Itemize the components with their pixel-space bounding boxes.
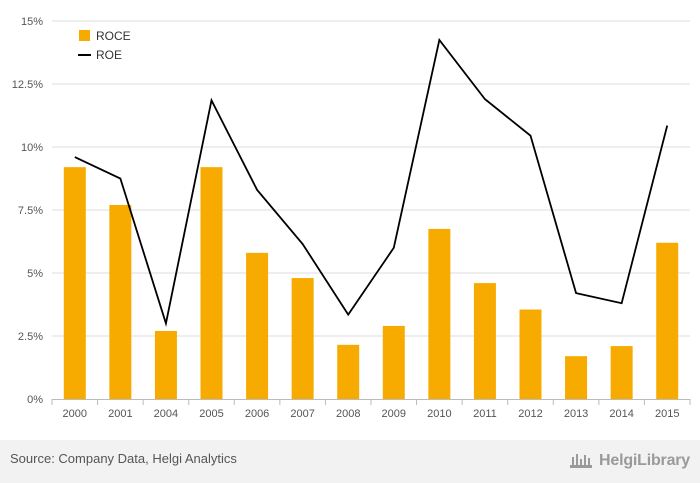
x-tick-label: 2006 bbox=[245, 408, 269, 420]
y-tick-label: 2.5% bbox=[18, 331, 43, 343]
legend-roce-swatch bbox=[79, 30, 90, 41]
x-tick-label: 2000 bbox=[63, 408, 87, 420]
x-tick-label: 2008 bbox=[336, 408, 360, 420]
x-tick-label: 2013 bbox=[564, 408, 588, 420]
legend-roe-label: ROE bbox=[96, 48, 122, 62]
roce-bar bbox=[382, 325, 405, 399]
x-tick-label: 2012 bbox=[518, 408, 542, 420]
y-tick-label: 12.5% bbox=[12, 79, 43, 91]
helgi-library-logo-icon bbox=[570, 454, 593, 468]
y-tick-label: 15% bbox=[21, 16, 43, 28]
legend-roce-label: ROCE bbox=[96, 29, 131, 43]
x-tick-label: 2015 bbox=[655, 408, 679, 420]
roce-bar bbox=[154, 330, 177, 399]
footer: Source: Company Data, Helgi Analytics He… bbox=[0, 440, 700, 483]
roce-bar bbox=[610, 346, 633, 399]
roce-bar bbox=[428, 228, 451, 399]
x-tick-label: 2005 bbox=[199, 408, 223, 420]
y-tick-label: 0% bbox=[27, 394, 43, 406]
x-tick-label: 2011 bbox=[473, 408, 497, 420]
x-tick-label: 2004 bbox=[154, 408, 178, 420]
roce-bar bbox=[63, 167, 86, 399]
roce-bars bbox=[63, 167, 679, 399]
y-tick-label: 5% bbox=[27, 268, 43, 280]
roce-bar bbox=[109, 204, 132, 399]
x-tick-label: 2007 bbox=[290, 408, 314, 420]
brand-logo[interactable]: HelgiLibrary bbox=[569, 449, 690, 473]
roce-bar bbox=[246, 252, 269, 399]
x-tick-label: 2010 bbox=[427, 408, 451, 420]
roce-bar bbox=[291, 278, 314, 399]
roce-bar bbox=[565, 356, 588, 399]
roce-bar bbox=[519, 309, 542, 399]
y-tick-label: 10% bbox=[21, 142, 43, 154]
x-tick-label: 2014 bbox=[609, 408, 633, 420]
axis-layer: 0% 2.5% 5% 7.5% 10% 12.5% 15% 2000 2001 2004 2005 2… bbox=[12, 16, 691, 420]
brand-text: HelgiLibrary bbox=[599, 452, 690, 469]
chart-svg: 0% 2.5% 5% 7.5% 10% 12.5% 15% 2000 2001 2004 2005 2… bbox=[12, 16, 691, 420]
y-tick-label: 7.5% bbox=[18, 205, 43, 217]
x-tick-label: 2009 bbox=[382, 408, 406, 420]
roce-bar bbox=[337, 344, 360, 399]
grid-layer bbox=[52, 20, 690, 337]
legend: ROCE ROE bbox=[78, 29, 131, 62]
roe-line-layer bbox=[74, 37, 669, 327]
source-text: Source: Company Data, Helgi Analytics bbox=[10, 451, 237, 466]
roce-bar bbox=[473, 283, 496, 399]
roe-line bbox=[74, 37, 669, 327]
x-tick-label: 2001 bbox=[108, 408, 132, 420]
roce-bar bbox=[656, 242, 679, 399]
roce-bar bbox=[200, 167, 223, 399]
